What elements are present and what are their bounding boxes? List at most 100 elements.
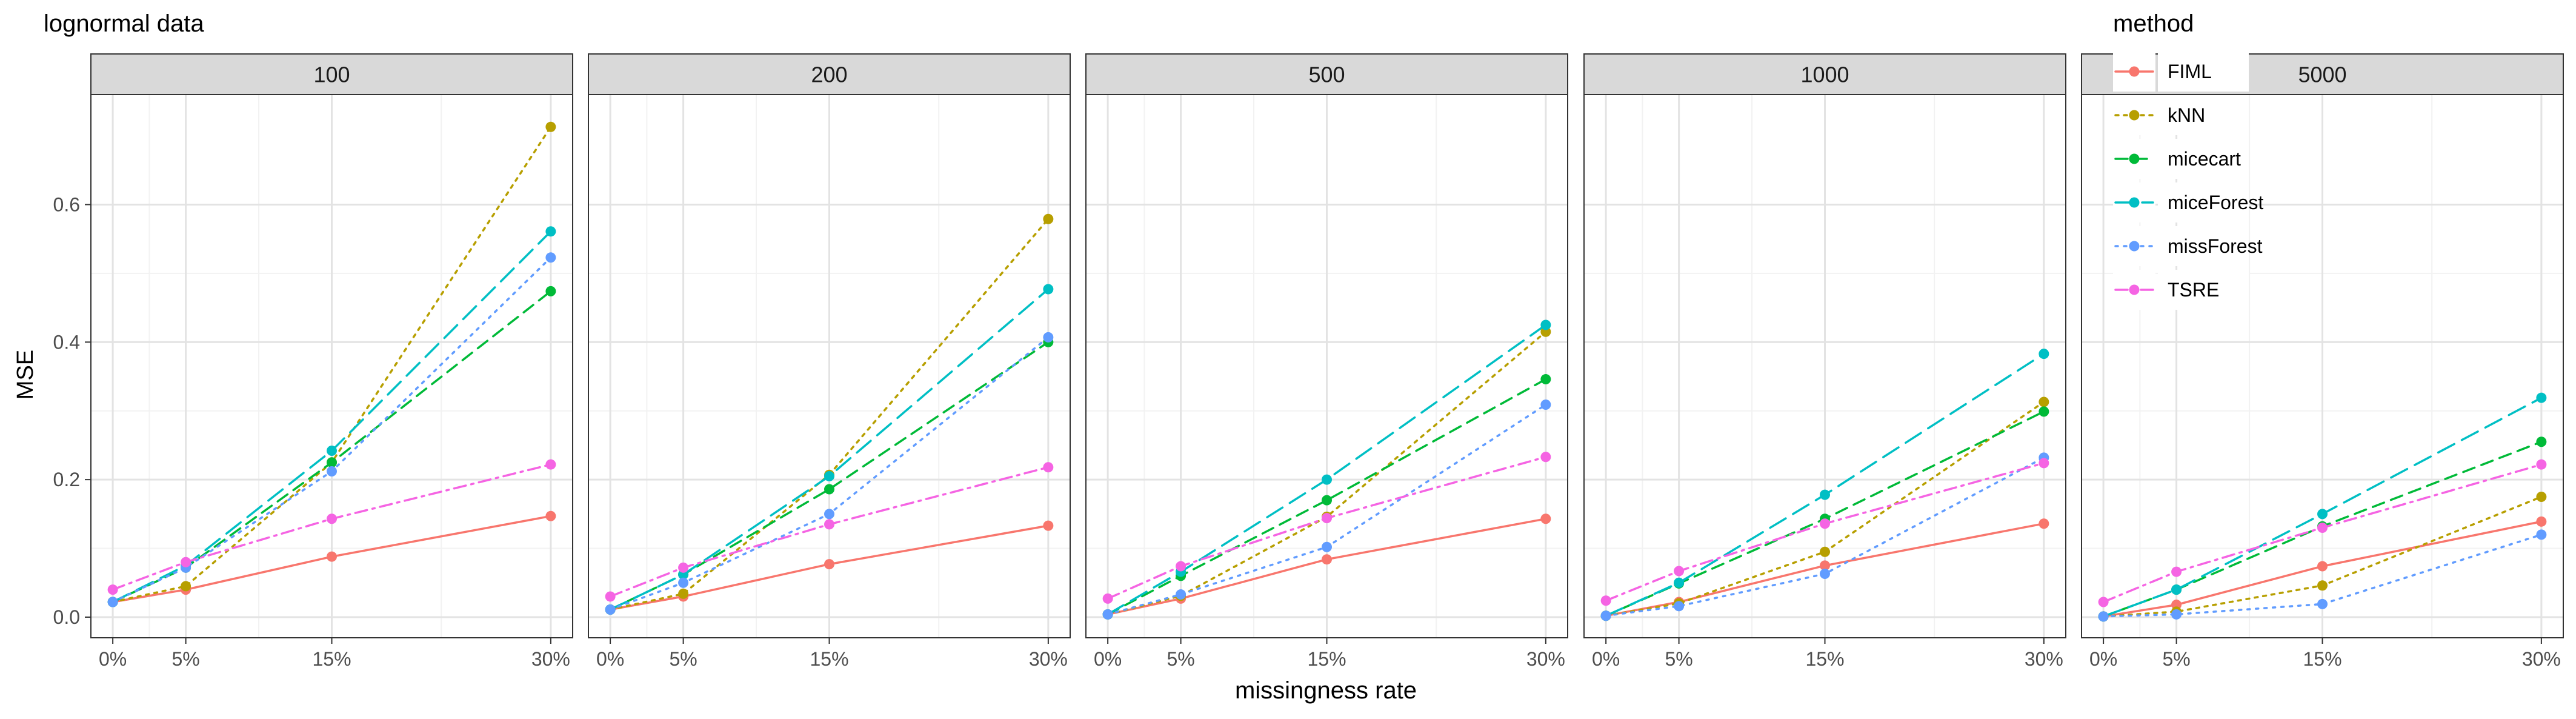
- data-point: [1043, 520, 1054, 531]
- x-tick-label: 15%: [1307, 648, 1346, 670]
- facet-strip: [1583, 53, 2066, 95]
- legend-label: kNN: [2168, 104, 2205, 126]
- series-line: [1107, 378, 1547, 616]
- legend-label-background: [2158, 52, 2249, 92]
- data-point: [1322, 474, 1332, 485]
- series-line: [1605, 401, 2045, 617]
- data-point: [1820, 546, 1830, 557]
- x-tick-label: 30%: [1526, 648, 1565, 670]
- data-point: [1322, 541, 1332, 552]
- data-point: [1540, 374, 1551, 385]
- data-point: [678, 588, 689, 599]
- data-point: [545, 226, 556, 237]
- facet-panel: 100 0% 5% 15% 30% 0.0 0.2 0.4 0.6: [53, 53, 573, 670]
- legend-key-point: [2129, 66, 2140, 77]
- data-point: [1674, 601, 1685, 612]
- facet-strip: [90, 53, 573, 95]
- series-line: [1107, 330, 1547, 616]
- data-point: [2039, 406, 2049, 417]
- series-line: [111, 230, 552, 603]
- series-line: [1605, 456, 2045, 617]
- data-point: [2039, 458, 2049, 469]
- data-point: [545, 510, 556, 521]
- data-point: [2536, 392, 2547, 403]
- x-tick-label: 0%: [2089, 648, 2117, 670]
- data-point: [1600, 610, 1611, 621]
- data-point: [2317, 509, 2328, 520]
- facet-strip-label: 200: [811, 62, 847, 87]
- y-tick-label: 0.2: [53, 469, 80, 490]
- legend-item: micecart: [2113, 139, 2249, 179]
- data-point: [2317, 598, 2328, 609]
- data-point: [2317, 580, 2328, 591]
- legend-item: TSRE: [2113, 270, 2249, 310]
- data-point: [1820, 560, 1830, 571]
- data-point: [824, 519, 834, 530]
- facet-panel: 500 0% 5% 15% 30%: [1085, 53, 1568, 670]
- legend-label-background: [2158, 95, 2249, 135]
- legend-item: miceForest: [2113, 182, 2263, 222]
- x-tick-label: 5%: [1167, 648, 1194, 670]
- legend-label: missForest: [2168, 235, 2263, 257]
- data-point: [1043, 213, 1054, 224]
- x-tick-label: 15%: [810, 648, 848, 670]
- data-point: [2171, 609, 2182, 620]
- y-axis-title: MSE: [13, 350, 38, 400]
- facet-panel: 5000 0% 5% 15% 30%: [2081, 53, 2564, 670]
- x-tick-label: 5%: [669, 648, 697, 670]
- data-point: [2039, 349, 2049, 360]
- legend-label: TSRE: [2168, 279, 2219, 301]
- data-point: [1820, 569, 1830, 580]
- legend-label-background: [2158, 139, 2249, 179]
- data-point: [327, 457, 337, 468]
- data-point: [2317, 523, 2328, 533]
- data-point: [1043, 462, 1054, 473]
- data-point: [1600, 595, 1611, 606]
- data-point: [2536, 491, 2547, 502]
- y-tick-label: 0.4: [53, 331, 80, 353]
- chart-title: lognormal data: [44, 10, 204, 37]
- data-point: [181, 581, 191, 592]
- data-point: [545, 286, 556, 296]
- series-line: [609, 524, 1050, 611]
- series-line: [111, 256, 552, 603]
- data-point: [1674, 577, 1685, 588]
- data-point: [2171, 566, 2182, 577]
- x-tick-label: 0%: [596, 648, 624, 670]
- x-tick-label: 0%: [1592, 648, 1620, 670]
- data-point: [1043, 284, 1054, 295]
- series-line: [1107, 403, 1547, 616]
- facet-panel: 1000 0% 5% 15% 30%: [1583, 53, 2066, 670]
- facet-panel: 200 0% 5% 15% 30%: [588, 53, 1071, 670]
- data-point: [824, 559, 834, 570]
- data-point: [2098, 611, 2109, 622]
- data-point: [327, 446, 337, 456]
- series-line: [1107, 518, 1547, 616]
- x-tick-label: 15%: [2303, 648, 2341, 670]
- data-point: [2039, 518, 2049, 529]
- data-point: [2536, 516, 2547, 527]
- data-point: [327, 466, 337, 477]
- x-tick-label: 15%: [1805, 648, 1844, 670]
- series-line: [111, 125, 552, 603]
- legend-key-point: [2129, 197, 2140, 208]
- data-point: [1540, 319, 1551, 330]
- data-point: [327, 551, 337, 562]
- x-tick-label: 5%: [171, 648, 199, 670]
- legend: FIML kNN micecart miceForest missForest TSRE: [2113, 52, 2263, 310]
- series-line: [2102, 463, 2543, 603]
- x-tick-label: 30%: [2522, 648, 2561, 670]
- series-line: [609, 466, 1050, 598]
- legend-label: miceForest: [2168, 192, 2263, 213]
- data-point: [1820, 489, 1830, 500]
- x-tick-label: 15%: [312, 648, 351, 670]
- series-line: [1107, 455, 1547, 600]
- data-point: [1322, 495, 1332, 506]
- x-tick-label: 0%: [99, 648, 127, 670]
- series-line: [2102, 396, 2543, 618]
- facet-strip-label: 5000: [2298, 62, 2346, 87]
- data-point: [1540, 452, 1551, 463]
